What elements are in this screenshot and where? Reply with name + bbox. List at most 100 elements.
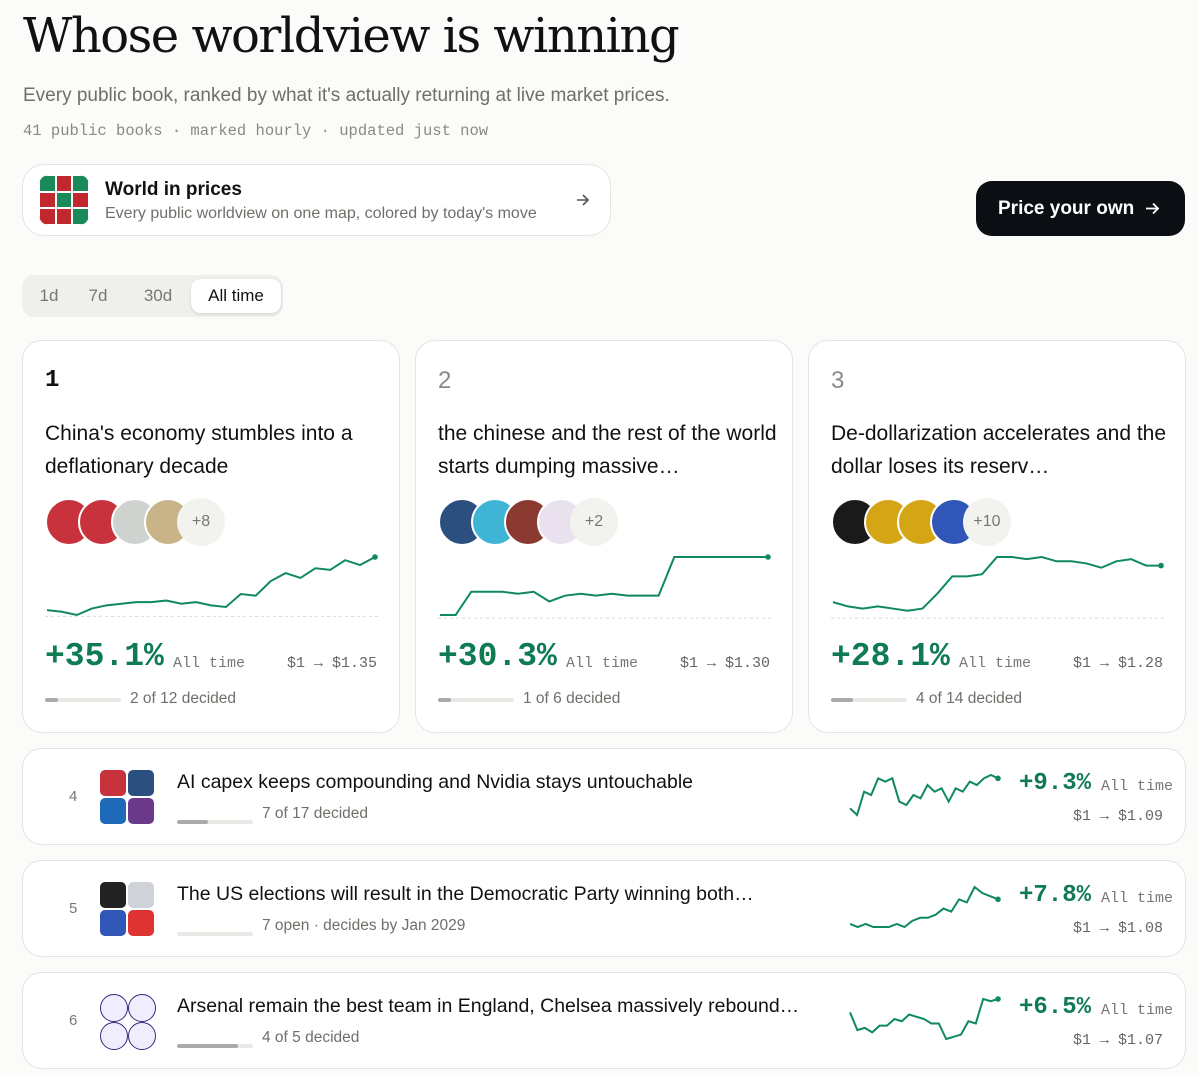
period: All time bbox=[959, 655, 1032, 672]
more-count: +10 bbox=[963, 498, 1011, 546]
progress-track bbox=[177, 932, 253, 936]
status: 2 of 12 decided bbox=[130, 690, 237, 707]
price: $1 → $1.30 bbox=[679, 655, 770, 672]
return: +9.3% bbox=[1019, 770, 1092, 797]
icon-tile bbox=[100, 994, 128, 1022]
more-count: +8 bbox=[177, 498, 225, 546]
period: All time bbox=[1101, 778, 1174, 795]
return: +6.5% bbox=[1019, 994, 1092, 1021]
progress-fill bbox=[831, 698, 854, 702]
status: 4 of 14 decided bbox=[916, 690, 1023, 707]
status: 7 of 17 decided bbox=[262, 805, 369, 822]
book-title: AI capex keeps compounding and Nvidia st… bbox=[177, 771, 693, 793]
spark-line bbox=[440, 556, 768, 616]
icon-tile bbox=[128, 882, 154, 908]
period: All time bbox=[173, 655, 246, 672]
progress-fill bbox=[177, 820, 209, 824]
sparkline bbox=[831, 555, 1165, 619]
price-button[interactable]: Price your own bbox=[976, 181, 1185, 236]
price: $1 → $1.09 bbox=[1072, 808, 1163, 825]
return: +7.8% bbox=[1019, 882, 1092, 909]
sparkline bbox=[438, 554, 772, 619]
status: 7 open · decides by Jan 2029 bbox=[262, 917, 466, 934]
return: +35.1% bbox=[45, 638, 164, 675]
spark-end bbox=[372, 554, 378, 560]
more-count: +2 bbox=[570, 498, 618, 546]
price: $1 → $1.07 bbox=[1072, 1032, 1163, 1049]
spark-end bbox=[995, 996, 1001, 1002]
rank: 3 bbox=[831, 367, 845, 394]
progress-fill bbox=[45, 698, 58, 702]
status: 1 of 6 decided bbox=[523, 690, 621, 707]
progress-track bbox=[831, 698, 907, 702]
icon-tile bbox=[128, 994, 156, 1022]
icon-tile bbox=[128, 798, 154, 824]
rank: 6 bbox=[69, 1012, 78, 1029]
icon-tile bbox=[100, 770, 126, 796]
progress-track bbox=[45, 698, 121, 702]
arrow-icon bbox=[1146, 202, 1160, 215]
book-row[interactable]: 5 The US elections will result in the Dem… bbox=[22, 860, 1186, 957]
feature-card[interactable]: World in prices Every public worldview o… bbox=[22, 164, 611, 236]
button-label: Price your own bbox=[998, 198, 1135, 219]
meta: 41 public books · marked hourly · update… bbox=[23, 122, 489, 140]
rank: 1 bbox=[45, 367, 60, 394]
rank: 2 bbox=[438, 367, 452, 394]
feature-subtitle: Every public worldview on one map, color… bbox=[105, 205, 537, 222]
spark-line bbox=[46, 556, 376, 617]
book-card[interactable]: 1 China's economy stumbles into a deflati… bbox=[22, 340, 400, 733]
period: All time bbox=[1101, 890, 1174, 907]
book-title: The US elections will result in the Demo… bbox=[177, 883, 754, 905]
tab[interactable]: 7d bbox=[88, 286, 108, 305]
spark-line bbox=[832, 555, 1161, 612]
tab[interactable]: All time bbox=[191, 279, 281, 313]
period: All time bbox=[566, 655, 639, 672]
icon-tile bbox=[100, 910, 126, 936]
map-icon bbox=[39, 175, 89, 225]
book-title: China's economy stumbles into a deflatio… bbox=[45, 422, 353, 478]
arrow-icon bbox=[577, 194, 590, 206]
rank: 4 bbox=[69, 788, 78, 805]
tab-bar: 1d 7d 30d All time bbox=[22, 275, 283, 317]
spark-end bbox=[1158, 562, 1164, 569]
subtitle: Every public book, ranked by what it's a… bbox=[23, 85, 670, 106]
book-title: Arsenal remain the best team in England,… bbox=[177, 995, 800, 1017]
spark-end bbox=[765, 554, 771, 560]
spark-end bbox=[995, 775, 1001, 782]
book-card[interactable]: 2 the chinese and the rest of the world s… bbox=[415, 340, 793, 733]
tab[interactable]: 1d bbox=[39, 286, 59, 305]
book-card[interactable]: 3 De-dollarization accelerates and the do… bbox=[808, 340, 1186, 733]
sparkline bbox=[849, 885, 1001, 929]
return: +30.3% bbox=[438, 638, 557, 675]
icon-tile bbox=[100, 882, 126, 908]
sparkline bbox=[849, 996, 1001, 1041]
price: $1 → $1.28 bbox=[1072, 655, 1163, 672]
return: +28.1% bbox=[831, 638, 950, 675]
tab[interactable]: 30d bbox=[143, 286, 173, 305]
progress-fill bbox=[438, 698, 451, 702]
book-title: De-dollarization accelerates and the dol… bbox=[831, 422, 1167, 478]
period: All time bbox=[1101, 1002, 1174, 1019]
price: $1 → $1.35 bbox=[286, 655, 377, 672]
icon-tile bbox=[100, 798, 126, 824]
rank: 5 bbox=[69, 900, 78, 917]
spark-line bbox=[849, 885, 999, 929]
icon-tile bbox=[100, 1022, 128, 1050]
price: $1 → $1.08 bbox=[1072, 920, 1163, 937]
icon-tile bbox=[128, 1022, 156, 1050]
book-row[interactable]: 6 Arsenal remain the best team in England… bbox=[22, 972, 1186, 1069]
progress-fill bbox=[177, 1044, 238, 1048]
spark-line bbox=[849, 773, 999, 817]
book-title: the chinese and the rest of the world st… bbox=[438, 422, 777, 478]
sparkline bbox=[849, 773, 1001, 817]
feature-title: World in prices bbox=[105, 179, 242, 200]
icon-tile bbox=[128, 770, 154, 796]
sparkline bbox=[45, 554, 379, 617]
progress-track bbox=[438, 698, 514, 702]
spark-end bbox=[995, 896, 1001, 903]
book-row[interactable]: 4 AI capex keeps compounding and Nvidia s… bbox=[22, 748, 1186, 845]
icon-tile bbox=[128, 910, 154, 936]
status: 4 of 5 decided bbox=[262, 1029, 360, 1046]
page-title: Whose worldview is winning bbox=[23, 8, 680, 64]
